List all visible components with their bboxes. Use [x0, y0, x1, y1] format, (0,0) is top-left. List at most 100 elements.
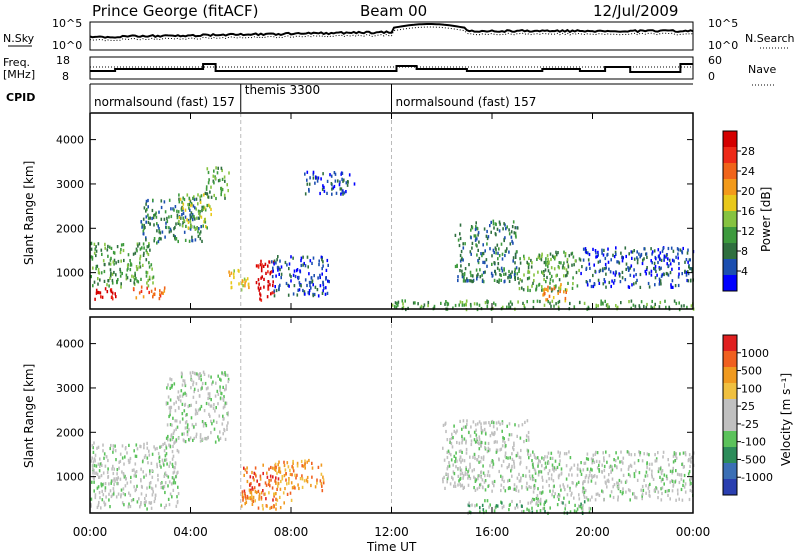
data-cell [396, 301, 398, 305]
data-cell [196, 372, 198, 376]
data-cell [615, 270, 617, 274]
data-cell [542, 507, 544, 511]
data-cell [553, 267, 556, 271]
data-cell [583, 487, 586, 491]
data-cell [603, 278, 606, 282]
data-cell [457, 275, 459, 279]
data-cell [489, 423, 491, 427]
data-cell [169, 377, 171, 381]
data-cell [512, 448, 515, 452]
data-cell [479, 442, 482, 446]
data-cell [482, 455, 485, 459]
data-cell [276, 498, 279, 502]
nave-label: Nave [748, 63, 776, 76]
data-cell [532, 465, 534, 469]
data-cell [487, 441, 490, 446]
data-cell [205, 401, 208, 406]
data-cell [540, 491, 543, 495]
colorbar-segment [723, 147, 737, 163]
data-cell [187, 220, 190, 224]
data-cell [613, 255, 616, 259]
data-cell [291, 465, 293, 469]
data-cell [179, 394, 181, 398]
data-cell [209, 404, 212, 408]
data-cell [538, 499, 540, 503]
data-cell [504, 444, 507, 448]
data-cell [559, 459, 561, 463]
data-cell [110, 494, 113, 499]
data-cell [270, 505, 273, 510]
data-cell [297, 288, 299, 292]
data-cell [97, 290, 99, 294]
data-cell [212, 380, 214, 384]
data-cell [558, 278, 561, 282]
data-cell [119, 250, 122, 255]
data-cell [320, 177, 322, 181]
data-cell [555, 253, 558, 257]
data-cell [246, 466, 248, 470]
data-cell [244, 468, 247, 472]
data-cell [576, 482, 578, 486]
data-cell [314, 285, 317, 289]
data-cell [516, 272, 519, 276]
data-cell [511, 499, 513, 504]
data-cell [177, 390, 180, 394]
data-cell [483, 227, 486, 231]
data-cell [466, 472, 469, 476]
data-cell [161, 458, 164, 462]
data-cell [465, 447, 468, 452]
data-cell [454, 481, 456, 485]
data-cell [672, 460, 675, 464]
data-cell [97, 503, 100, 507]
data-cell [635, 469, 637, 473]
data-cell [114, 292, 116, 296]
data-cell [189, 199, 192, 203]
data-cell [277, 481, 279, 485]
data-cell [547, 451, 550, 455]
data-cell [271, 270, 273, 274]
data-cell [484, 249, 486, 253]
data-cell [168, 230, 171, 234]
data-cell [107, 254, 109, 258]
data-cell [639, 272, 642, 277]
data-cell [643, 247, 645, 251]
data-cell [578, 493, 580, 497]
data-cell [523, 306, 526, 310]
data-cell [162, 442, 164, 447]
data-cell [600, 299, 602, 303]
data-cell [660, 266, 662, 270]
x-tick-label: 08:00 [274, 525, 309, 539]
data-cell [645, 305, 648, 309]
freq-label-line2: [MHz] [3, 68, 35, 81]
data-cell [160, 217, 163, 221]
data-cell [250, 491, 252, 495]
data-cell [146, 251, 148, 255]
data-cell [598, 269, 601, 274]
data-cell [164, 454, 167, 458]
data-cell [204, 422, 207, 426]
data-cell [169, 405, 171, 409]
data-cell [214, 440, 217, 444]
data-cell [129, 504, 132, 509]
data-cell [444, 422, 446, 426]
data-cell [207, 181, 210, 185]
data-cell [598, 493, 601, 497]
data-cell [601, 489, 603, 493]
cpid-label: CPID [6, 91, 35, 104]
data-cell [513, 231, 516, 235]
data-cell [222, 385, 224, 389]
data-cell [154, 287, 156, 291]
data-cell [541, 252, 543, 256]
data-cell [225, 384, 227, 388]
data-cell [627, 488, 630, 492]
data-cell [488, 474, 491, 478]
data-cell [687, 472, 690, 476]
data-cell [195, 207, 197, 211]
data-cell [602, 490, 604, 494]
data-cell [666, 489, 669, 493]
data-cell [109, 505, 111, 509]
data-cell [176, 395, 179, 399]
data-cell [614, 464, 616, 468]
data-cell [223, 175, 226, 179]
data-cell [129, 460, 131, 464]
